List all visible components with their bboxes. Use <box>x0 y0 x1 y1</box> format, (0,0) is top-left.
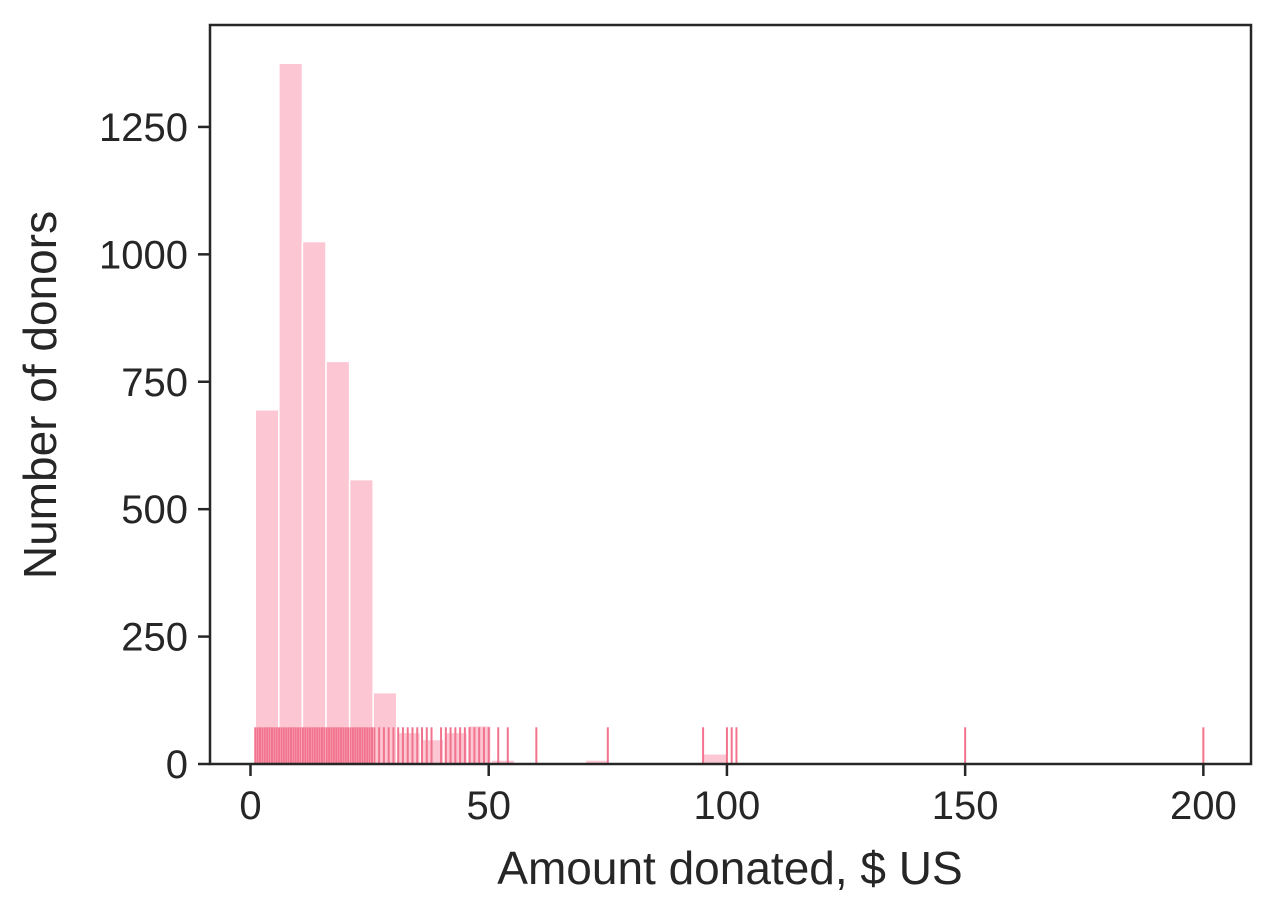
x-tick-label: 150 <box>932 784 999 828</box>
y-tick-label: 1000 <box>99 233 188 277</box>
histogram-bar-0 <box>254 409 280 765</box>
histogram-bar-4 <box>348 478 374 765</box>
x-tick-label: 200 <box>1170 784 1237 828</box>
x-tick-label: 50 <box>466 784 511 828</box>
x-axis-ticks: 0 50 100 150 200 <box>239 764 1237 828</box>
histogram-bar-3 <box>325 360 351 765</box>
y-tick-label: 750 <box>121 361 188 405</box>
y-axis-ticks: 0 250 500 750 1000 1250 <box>99 106 210 787</box>
y-tick-label: 1250 <box>99 106 188 150</box>
x-tick-label: 100 <box>694 784 761 828</box>
histogram-bars <box>254 62 988 765</box>
x-axis-title: Amount donated, $ US <box>497 842 962 894</box>
y-tick-label: 250 <box>121 616 188 660</box>
histogram-bar-2 <box>301 240 327 765</box>
y-tick-label: 0 <box>166 743 188 787</box>
rug-marks <box>254 727 1205 764</box>
x-tick-label: 0 <box>239 784 261 828</box>
plot-frame <box>208 23 1253 766</box>
histogram-bar-1 <box>278 62 304 765</box>
histogram-bar-19 <box>702 753 728 765</box>
y-tick-label: 500 <box>121 488 188 532</box>
y-axis-title: Number of donors <box>14 211 66 579</box>
